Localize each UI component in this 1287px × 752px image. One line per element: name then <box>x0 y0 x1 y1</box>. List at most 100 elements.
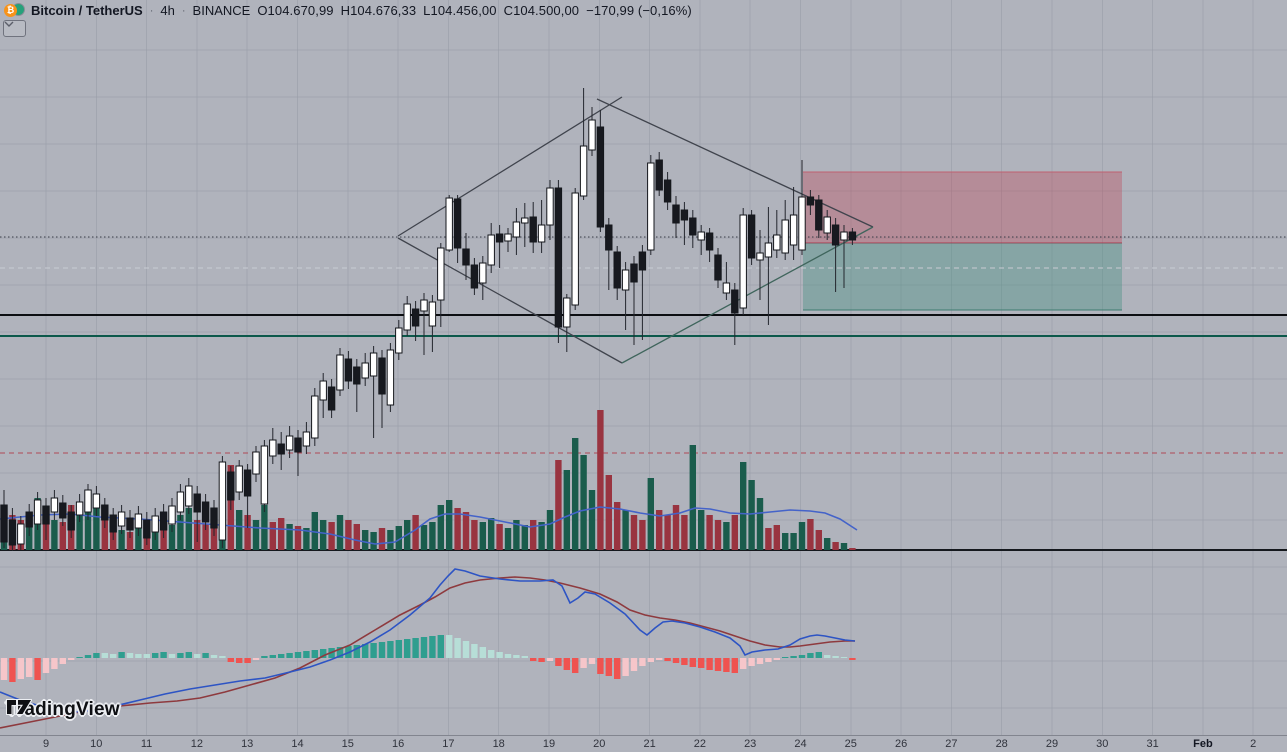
time-axis-label: 11 <box>140 738 153 750</box>
macd-hist-bar <box>118 652 125 658</box>
macd-hist-bar <box>807 653 814 658</box>
macd-hist-bar <box>488 650 495 658</box>
candle-body <box>0 504 8 543</box>
volume-bar <box>513 520 520 550</box>
volume-bar <box>479 522 486 550</box>
macd-hist-bar <box>286 653 293 658</box>
candle-body <box>420 299 428 312</box>
candle-body <box>663 179 672 203</box>
bitcoin-icon: ₿ <box>4 4 17 17</box>
macd-hist-bar <box>101 653 108 658</box>
volume-bar <box>168 525 176 550</box>
macd-hist-bar <box>261 656 268 658</box>
symbol-exchange[interactable]: BINANCE <box>192 3 251 18</box>
volume-bar <box>605 475 612 550</box>
candle-body <box>504 233 512 242</box>
macd-hist-bar <box>462 641 470 658</box>
macd-hist-bar <box>572 658 579 673</box>
volume-bar <box>740 462 747 550</box>
volume-bar <box>454 508 461 550</box>
position-zones[interactable] <box>803 171 1122 311</box>
macd-hist-bar <box>538 658 545 662</box>
symbol-legend[interactable]: ₿ Bitcoin / TetherUS · 4h · BINANCE O104… <box>4 3 692 18</box>
candle-body <box>781 219 789 254</box>
diamond-lower-right <box>621 226 874 364</box>
candle-body <box>630 263 638 283</box>
time-axis-label: 16 <box>391 738 405 750</box>
ohlc-close: C104.500,00 <box>503 3 580 18</box>
candle-body <box>756 252 764 261</box>
diamond-upper-right <box>596 98 874 228</box>
volume-bar <box>706 515 713 550</box>
macd-hist-bar <box>412 638 419 658</box>
macd-hist-bar <box>605 658 612 676</box>
volume-bar <box>622 510 629 550</box>
volume-bar <box>236 510 243 550</box>
candle-body <box>201 501 210 523</box>
candle-body <box>33 499 42 525</box>
candle-body <box>235 465 243 493</box>
candle-body <box>764 242 773 258</box>
candle-body <box>369 352 378 377</box>
volume-bar <box>723 522 730 550</box>
candle-body <box>563 297 571 328</box>
macd-hist-bar <box>782 657 789 658</box>
volume-bar <box>563 470 570 550</box>
tradingview-logo[interactable]: TradingView <box>6 699 120 721</box>
time-axis-label: 18 <box>492 738 505 750</box>
volume-bar <box>93 508 100 550</box>
volume-bar <box>412 515 419 550</box>
time-axis-label: 20 <box>593 738 606 750</box>
macd-hist-bar <box>832 656 839 658</box>
candlesticks <box>0 88 857 551</box>
ohlc-change: −170,99 (−0,16%) <box>586 3 692 18</box>
macd-hist-bar <box>353 645 360 658</box>
candle-body <box>495 233 504 243</box>
macd-hist-bar <box>479 647 486 658</box>
candle-body <box>445 197 453 251</box>
trendlines[interactable] <box>397 96 874 364</box>
volume-bar <box>840 543 848 550</box>
symbol-interval[interactable]: 4h <box>160 3 175 18</box>
volume-bar <box>294 526 302 550</box>
candle-body <box>17 523 25 545</box>
macd-hist-bar <box>815 652 822 658</box>
candle-body <box>344 358 353 382</box>
macd-hist-bar <box>34 658 41 680</box>
volume-bar <box>748 480 755 550</box>
legend-separator: · <box>149 4 154 17</box>
macd-hist-bar <box>219 656 226 658</box>
macd-hist-bar <box>681 658 688 665</box>
macd-hist-bar <box>110 654 117 658</box>
volume-bar <box>362 530 369 550</box>
time-axis[interactable]: 9 10 11 12 13 14 15 16 17 18 19 20 21 22 23 24 25 26 27 28 2… <box>0 735 1287 752</box>
candle-body <box>84 489 92 513</box>
volume-bar <box>429 522 436 550</box>
time-axis-label: 23 <box>744 738 757 750</box>
candle-body <box>437 247 445 301</box>
candle-body <box>353 366 361 385</box>
macd-hist-bar <box>849 658 856 660</box>
macd-hist-bar <box>530 658 537 661</box>
reward-zone-teal <box>803 243 1122 310</box>
macd-hist-bar <box>773 658 780 660</box>
candle-body <box>579 145 588 197</box>
time-axis-label: 19 <box>542 738 556 750</box>
macd-hist-bar <box>236 658 243 663</box>
volume-bar <box>815 530 822 550</box>
candle-body <box>218 461 227 541</box>
volume-bar <box>269 522 276 550</box>
symbol-title[interactable]: Bitcoin / TetherUS <box>31 3 143 18</box>
macd-hist-bar <box>227 658 234 662</box>
legend-collapse-button[interactable] <box>3 20 26 37</box>
macd-hist-bar <box>706 658 713 670</box>
time-axis-label: 27 <box>945 738 958 750</box>
macd-hist-bar <box>454 638 461 658</box>
macd-hist-bar <box>370 643 377 658</box>
macd-hist-bar <box>437 635 444 658</box>
macd-hist-bar <box>647 658 654 662</box>
candle-body <box>731 289 739 314</box>
macd-hist-bar <box>294 652 302 658</box>
macd-hist-bar <box>59 658 66 664</box>
